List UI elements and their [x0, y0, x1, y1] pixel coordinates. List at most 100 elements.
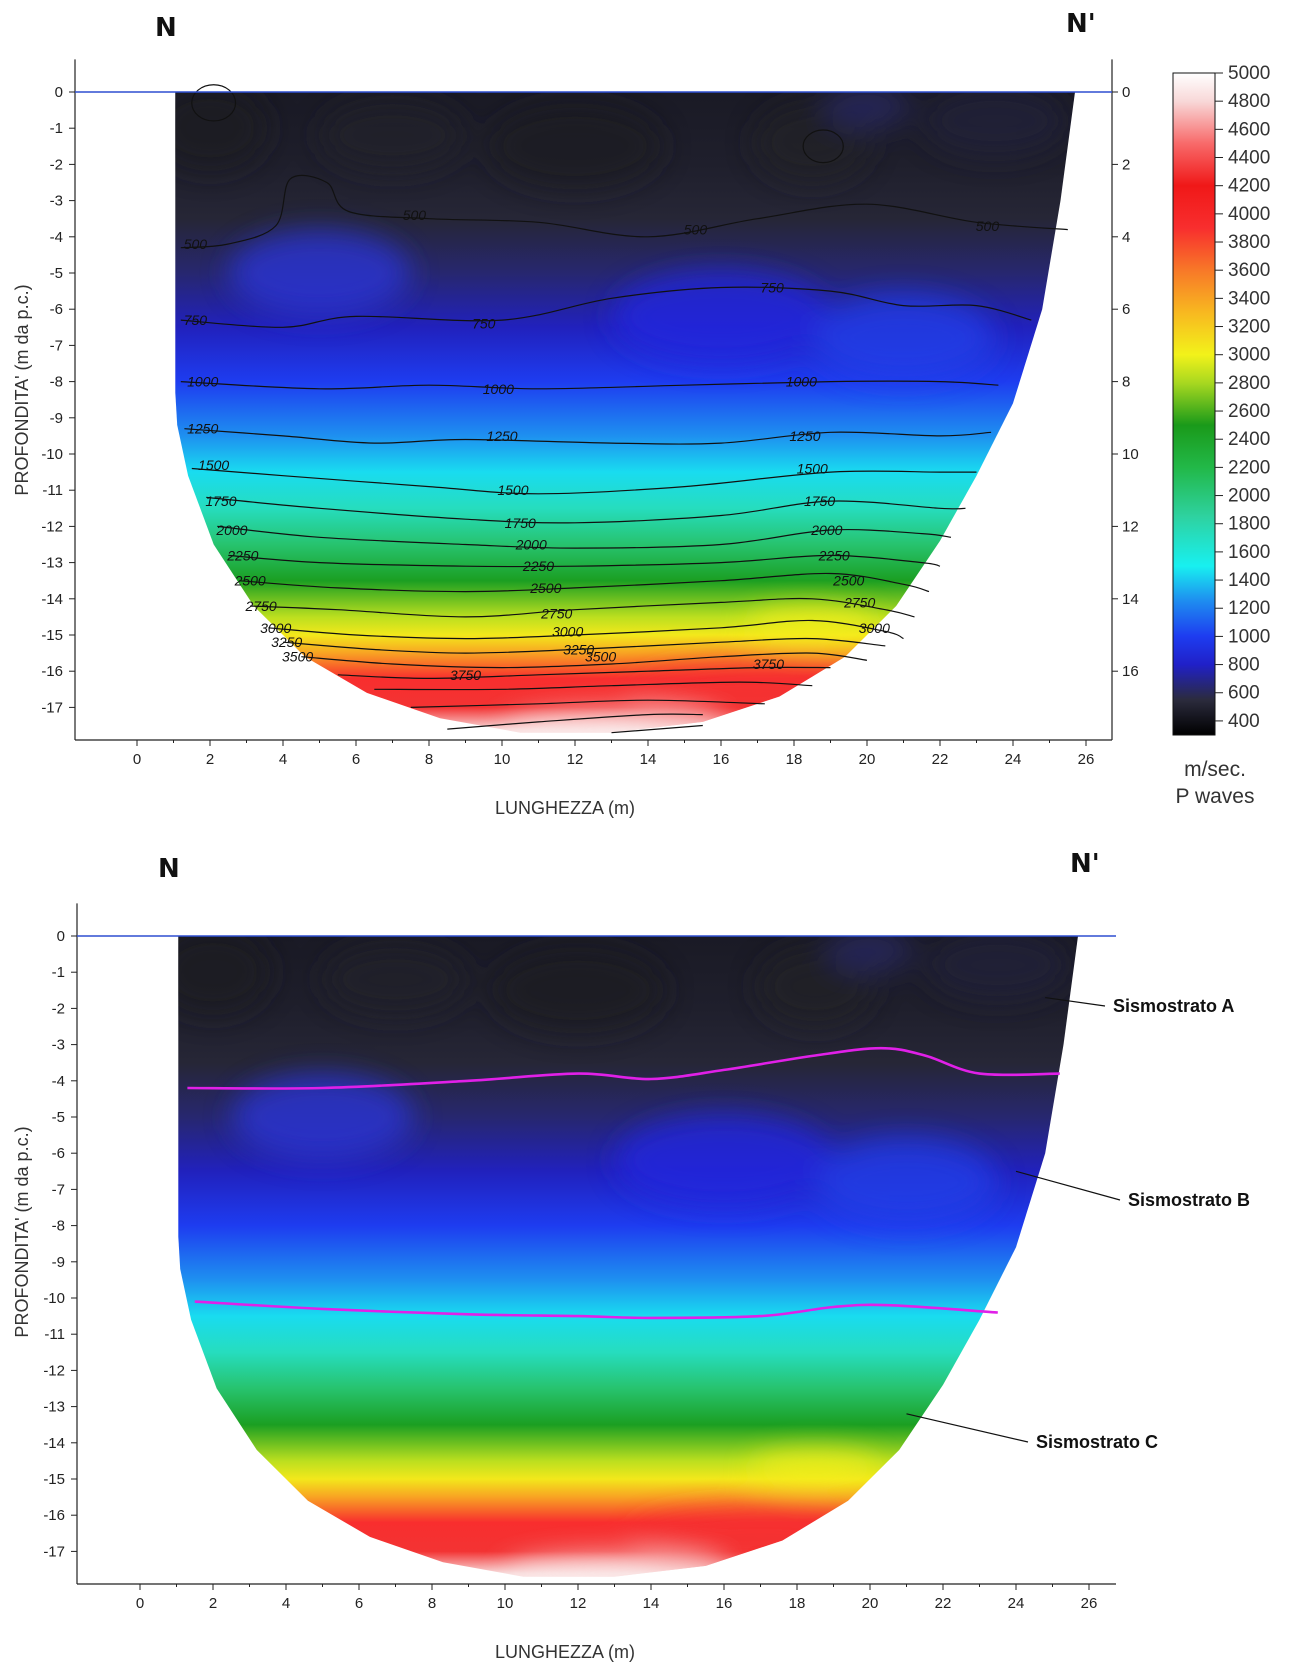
colorbar-ticks: 5000 4800 4600 4400 4200 4000 3800 3600 3400 3200…: [1215, 63, 1270, 732]
y-tick-label: -3: [50, 193, 63, 210]
contour-line: [447, 713, 703, 730]
x-tick-label: 0: [136, 1595, 144, 1612]
layer-label: Sismostrato B: [1128, 1190, 1250, 1210]
y-tick-label: -15: [43, 1471, 65, 1488]
x-tick-label: 16: [713, 751, 730, 768]
right-tick-label: 14: [1122, 591, 1139, 608]
colorbar-tick-label: 3600: [1228, 260, 1270, 281]
contour-label: 1250: [187, 421, 218, 437]
contour-label: 1250: [789, 428, 820, 444]
y-tick-label: -15: [41, 627, 63, 644]
y-tick-label: -5: [50, 265, 63, 282]
x-tick-label: 22: [935, 1595, 952, 1612]
contour-label: 1750: [505, 515, 536, 531]
field-texture-blob: [812, 294, 995, 382]
contour-label: 1000: [187, 374, 218, 390]
colorbar-tick-label: 1600: [1228, 542, 1270, 563]
right-tick-label: 8: [1122, 374, 1130, 391]
contour-label: 750: [760, 279, 784, 295]
colorbar-tick-label: 5000: [1228, 63, 1270, 84]
contour-label: 500: [976, 218, 1000, 234]
x-tick-label: 2: [206, 751, 214, 768]
layer-leader-line: [1045, 996, 1106, 1007]
contour-line: [301, 652, 868, 669]
y-tick-label: -5: [52, 1109, 65, 1126]
field-texture-blob: [614, 1113, 834, 1208]
contour-label: 3000: [859, 620, 890, 636]
field-texture-blob: [505, 1555, 724, 1577]
contour-line: [184, 428, 992, 445]
y-tick-label: -13: [41, 555, 63, 572]
field-texture-blob: [749, 1450, 881, 1487]
colorbar-subtitle: P waves: [1176, 785, 1255, 808]
contour-label: 1000: [786, 374, 817, 390]
velocity-field: [175, 92, 1076, 733]
contour-label: 3000: [552, 623, 583, 639]
colorbar-tick-label: 4800: [1228, 91, 1270, 112]
colorbar-tick-label: 3200: [1228, 317, 1270, 338]
colorbar-tick-label: 2400: [1228, 429, 1270, 450]
velocity-shading: [175, 92, 1076, 733]
contour-label: 2500: [529, 580, 561, 596]
colorbar-tick-label: 2800: [1228, 373, 1270, 394]
field-texture-blob: [823, 92, 911, 129]
contour-line: [191, 467, 977, 495]
right-tick-label: 12: [1122, 518, 1139, 535]
colorbar-tick-label: 1000: [1228, 626, 1270, 647]
y-tick-label: -10: [41, 446, 63, 463]
contour-label: 3500: [585, 649, 616, 665]
contour-label: 3500: [282, 649, 313, 665]
contour-line: [206, 496, 966, 524]
y-tick-label: -13: [43, 1399, 65, 1416]
y-tick-label: -16: [41, 663, 63, 680]
y-tick-label: -7: [50, 337, 63, 354]
x-tick-label: 4: [279, 751, 287, 768]
y-tick-label: -7: [52, 1181, 65, 1198]
closed-contour: [191, 84, 237, 122]
y-tick-label: -2: [50, 156, 63, 173]
colorbar-scale: [1172, 72, 1216, 736]
x-tick-label: 24: [1005, 751, 1022, 768]
x-tick-label: 10: [497, 1595, 514, 1612]
contour-lines: 500 500 500 500 750 750 750 1000 1000 1000 1250 125…: [180, 84, 1068, 734]
contour-label: 2750: [540, 605, 572, 621]
layer-boundaries: [187, 1046, 1060, 1320]
contour-label: 2000: [215, 522, 247, 538]
contour-label: 2750: [843, 594, 875, 610]
x-tick-label: 22: [932, 751, 949, 768]
y-tick-label: -3: [52, 1037, 65, 1054]
contour-line: [611, 724, 703, 734]
contour-line: [217, 525, 952, 549]
field-texture-blob: [746, 606, 878, 643]
y-tick-label: -9: [52, 1254, 65, 1271]
field-texture-blob: [178, 936, 272, 1016]
contour-label: 2250: [226, 547, 258, 563]
y-tick-label: -12: [41, 518, 63, 535]
axes: 0 2 4 6 8 10 12 14 16 18 20 22 24 260-1-2-3-4-5-6-7-8…: [43, 903, 1116, 1612]
contour-line: [180, 174, 1068, 249]
field-texture-blob: [319, 99, 466, 172]
field-texture: [175, 92, 1068, 733]
x-tick-label: 0: [133, 751, 141, 768]
x-tick-label: 14: [643, 1595, 660, 1612]
contour-label: 750: [184, 312, 208, 328]
contour-line: [180, 286, 1032, 328]
y-tick-label: -17: [41, 699, 63, 716]
colorbar-tick-label: 600: [1228, 683, 1260, 704]
colorbar-tick-label: 4400: [1228, 148, 1270, 169]
y-tick-label: -2: [52, 1000, 65, 1017]
contour-line: [410, 699, 765, 708]
layer-leader-line: [906, 1413, 1029, 1443]
y-tick-label: -1: [52, 964, 65, 981]
colorbar-tick-label: 2200: [1228, 457, 1270, 478]
contour-line: [180, 380, 999, 390]
y-tick-label: 0: [57, 928, 65, 945]
contour-label: 1500: [198, 457, 229, 473]
right-tick-label: 16: [1122, 663, 1139, 680]
y-axis-label: PROFONDITA' (m da p.c.): [12, 1126, 32, 1337]
x-tick-label: 20: [859, 751, 876, 768]
x-tick-label: 26: [1078, 751, 1095, 768]
y-tick-label: -9: [50, 410, 63, 427]
layer-boundary-line: [187, 1046, 1060, 1090]
y-tick-label: -17: [43, 1543, 65, 1560]
